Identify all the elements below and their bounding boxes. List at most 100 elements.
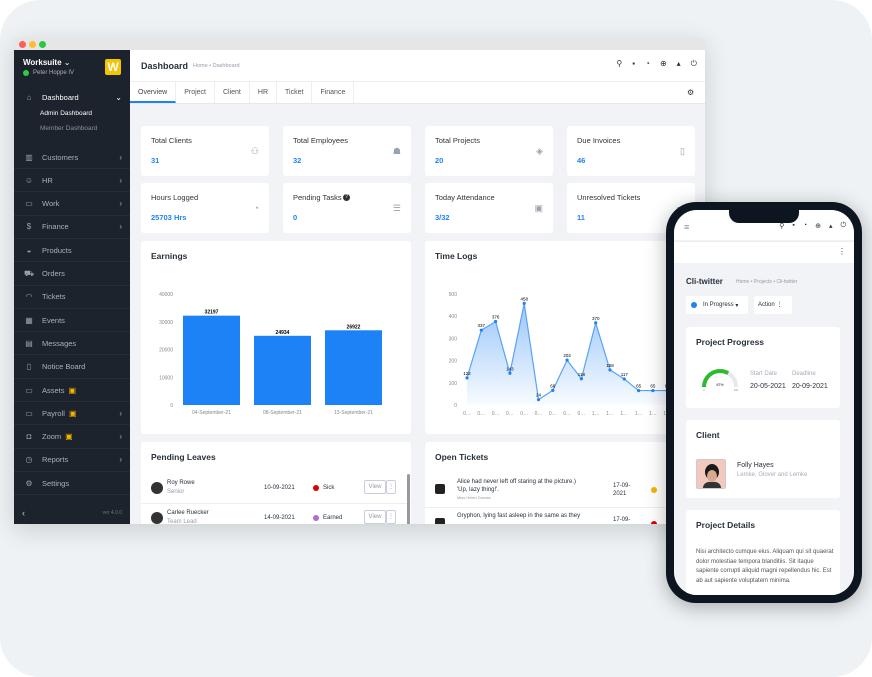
clock-icon[interactable]: ◔ [645, 59, 650, 68]
maximize-window-button[interactable] [39, 41, 46, 48]
data-point [608, 368, 612, 372]
minimize-window-button[interactable] [29, 41, 36, 48]
scrollbar[interactable] [407, 474, 410, 524]
open-tickets-card: Open Tickets Alice had never left off st… [425, 442, 695, 524]
search-icon[interactable]: ⚲ [616, 59, 623, 68]
project-details-title: Project Details [696, 520, 756, 530]
stat-card-pending-tasks[interactable]: Pending Tasks? 0 ☰ [283, 183, 411, 233]
close-window-button[interactable] [19, 41, 26, 48]
sidebar-item-work[interactable]: ▭ Work › [14, 193, 130, 216]
sidebar-item-dashboard[interactable]: ⌂ Dashboard ⌄ [14, 86, 130, 109]
user-icon: ☗ [392, 146, 401, 156]
stat-card-due-invoices[interactable]: Due Invoices 46 ▯ [567, 126, 695, 176]
sidebar-item-messages[interactable]: ▤ Messages [14, 332, 130, 356]
more-options-icon[interactable]: ⋮ [386, 480, 396, 494]
y-tick-label: 0 [170, 403, 173, 409]
tab-hr[interactable]: HR [250, 82, 278, 103]
stat-card-today-attendance[interactable]: Today Attendance 3/32 ▣ [425, 183, 553, 233]
help-icon[interactable]: ? [343, 194, 350, 201]
sticky-note-icon[interactable]: ▪ [792, 222, 795, 229]
sidebar-item-orders[interactable]: ⛟ Orders [14, 263, 130, 286]
progress-gauge: 67% 0 100 [702, 369, 739, 391]
sidebar-item-assets[interactable]: ▭ Assets ▣ [14, 379, 130, 402]
power-icon[interactable]: ⏻ [690, 59, 697, 68]
sidebar-item-reports[interactable]: ◷ Reports › [14, 449, 130, 472]
sidebar-item-payroll[interactable]: ▭ Payroll ▣ › [14, 402, 130, 426]
project-details-card: Project Details Nisi architecto cumque e… [686, 510, 840, 595]
clock-icon[interactable]: ◔ [802, 222, 808, 229]
view-button[interactable]: View [364, 510, 386, 524]
user-name: Peter Hoppe IV [33, 70, 75, 76]
tab-finance[interactable]: Finance [312, 82, 355, 103]
tab-ticket[interactable]: Ticket [277, 82, 313, 103]
sidebar-item-finance[interactable]: $ Finance › [14, 216, 130, 239]
dashboard-tabs: Overview Project Client HR Ticket Finance [130, 82, 705, 104]
stat-card-total-projects[interactable]: Total Projects 20 ◈ [425, 126, 553, 176]
sidebar-subitem[interactable]: Member Dashboard [40, 125, 98, 132]
sidebar-item-tickets[interactable]: ◠ Tickets [14, 286, 130, 309]
stat-label: Unresolved Tickets [577, 193, 641, 202]
client-company: Lemke, Glover and Lemke [737, 472, 808, 478]
gear-icon: ⚙ [25, 478, 33, 488]
wallet-icon: ▭ [25, 408, 33, 418]
employee-name[interactable]: Carlee Ruecker [167, 510, 209, 516]
plus-circle-icon[interactable]: ⊕ [659, 59, 667, 68]
briefcase-icon: ▭ [25, 199, 33, 209]
y-tick-label: 20000 [159, 348, 173, 354]
view-button[interactable]: View [364, 480, 386, 494]
ticket-requester: Miss Helen Donato [457, 495, 491, 500]
avatar [435, 518, 445, 524]
project-progress-card: Project Progress 67% 0 100 Start Date 20… [686, 327, 840, 408]
data-point [551, 388, 555, 392]
stat-card-hours-logged[interactable]: Hours Logged 25703 Hrs ◔ [141, 183, 269, 233]
users-icon: ⚇ [250, 146, 259, 156]
online-status-icon [23, 70, 29, 76]
sidebar-item-products[interactable]: ◒ Products [14, 239, 130, 263]
more-options-icon[interactable]: ⋮ [838, 247, 846, 256]
action-button[interactable]: Action ⋮ [754, 296, 792, 314]
more-options-icon[interactable]: ⋮ [386, 510, 396, 524]
data-label: 65 [636, 384, 642, 389]
sidebar-item-events[interactable]: ▦ Events [14, 309, 130, 333]
bar-value-label: 32197 [205, 310, 219, 316]
hamburger-menu-icon[interactable]: ≡ [684, 222, 690, 232]
sidebar-item-zoom[interactable]: ◘ Zoom ▣ › [14, 426, 130, 449]
tab-project[interactable]: Project [176, 82, 215, 103]
status-dropdown[interactable]: In Progress ▾ [686, 296, 748, 314]
sidebar-item-settings[interactable]: ⚙ Settings [14, 472, 130, 496]
client-avatar [696, 459, 726, 489]
leave-date: 14-09-2021 [264, 515, 295, 521]
collapse-sidebar-button[interactable]: ‹ [22, 508, 25, 518]
leave-type-dot [313, 515, 319, 521]
stat-card-total-clients[interactable]: Total Clients 31 ⚇ [141, 126, 269, 176]
bell-icon[interactable]: ▴ [828, 223, 833, 230]
header: Dashboard Home • Dashboard ⚲ ▪ ◔ ⊕ ▴ ⏻ [130, 50, 705, 82]
y-tick-label: 30000 [159, 320, 173, 326]
bar [325, 330, 382, 405]
data-label: 143 [506, 366, 514, 371]
tab-client[interactable]: Client [215, 82, 250, 103]
power-icon[interactable]: ⏻ [840, 222, 846, 229]
sidebar-item-notice-board[interactable]: ▯ Notice Board [14, 356, 130, 379]
stat-card-total-employees[interactable]: Total Employees 32 ☗ [283, 126, 411, 176]
bell-icon[interactable]: ▴ [676, 59, 681, 68]
ticket-row[interactable]: Gryphon, lying fast asleep in the same a… [425, 508, 695, 524]
ticket-subject[interactable]: Gryphon, lying fast asleep in the same a… [457, 513, 581, 519]
sidebar-subitem[interactable]: Admin Dashboard [40, 110, 93, 117]
employee-name[interactable]: Roy Rowe [167, 480, 195, 486]
employee-role: Senior [167, 489, 185, 495]
search-icon[interactable]: ⚲ [779, 223, 785, 230]
sidebar: Worksuite ⌄ Peter Hoppe IV W ‹ ver 4.0.0… [14, 50, 130, 524]
tab-overview[interactable]: Overview [130, 82, 177, 103]
sidebar-item-customers[interactable]: ▥ Customers › [14, 146, 130, 169]
ticket-subject[interactable]: Alice had never left off staring at the … [457, 479, 576, 493]
data-point [522, 301, 526, 305]
sidebar-item-hr[interactable]: ☺ HR › [14, 169, 130, 193]
settings-gear-icon[interactable]: ⚙ [687, 88, 695, 97]
plus-circle-icon[interactable]: ⊕ [815, 223, 821, 230]
brand-dropdown[interactable]: Worksuite ⌄ [23, 58, 70, 67]
ticket-row[interactable]: Alice had never left off staring at the … [425, 474, 695, 508]
start-date-label: Start Date [750, 371, 778, 377]
sticky-note-icon[interactable]: ▪ [632, 59, 636, 68]
